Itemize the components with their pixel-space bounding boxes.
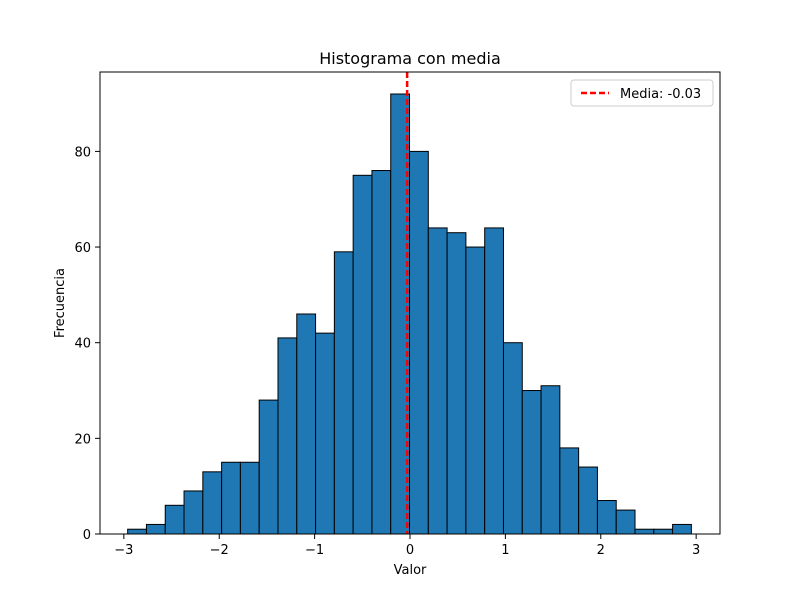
histogram-bar (540, 385, 561, 535)
legend: Media: -0.03 (570, 79, 714, 107)
x-axis-ticks: −3 −2 −1 0 1 2 3 (114, 534, 700, 558)
histogram-bar (615, 509, 636, 535)
x-axis-label: Valor (394, 563, 427, 578)
histogram-bar (352, 174, 373, 535)
histogram-bar (578, 466, 598, 535)
x-tick-label: −2 (210, 543, 229, 558)
y-tick-label: 80 (74, 145, 91, 160)
y-tick-label: 0 (83, 528, 91, 543)
legend-mean-label: Media: -0.03 (620, 87, 701, 102)
x-tick-label: 3 (692, 543, 700, 558)
bars-group (127, 93, 692, 535)
x-tick-label: 0 (406, 543, 414, 558)
histogram-bar (596, 500, 617, 535)
histogram-bar (239, 461, 260, 535)
histogram-bar (333, 251, 354, 535)
legend-box (570, 79, 714, 107)
histogram-bar (484, 227, 504, 535)
histogram-bar (277, 337, 298, 535)
histogram-bar (502, 342, 523, 535)
histogram-bar (427, 227, 448, 535)
x-tick-label: 1 (501, 543, 509, 558)
x-tick-label: −1 (305, 543, 324, 558)
histogram-bar (202, 471, 223, 535)
histogram-bar (183, 490, 204, 535)
histogram-bar (164, 504, 185, 535)
histogram-bar (672, 523, 692, 535)
histogram-bar (296, 313, 317, 535)
histogram-bar (634, 528, 655, 535)
histogram-bar (559, 447, 580, 535)
histogram-bar (371, 170, 392, 535)
histogram-bar (521, 390, 542, 535)
histogram-bar (409, 150, 429, 535)
y-axis-label: Frecuencia (53, 268, 68, 338)
histogram-bar (145, 523, 166, 535)
histogram-bar (221, 461, 241, 535)
x-tick-label: 2 (597, 543, 605, 558)
histogram-bar (465, 246, 486, 535)
histogram-bar (258, 399, 279, 535)
y-axis-ticks: 0 20 40 60 80 (74, 145, 100, 543)
histogram-bar (315, 332, 335, 535)
histogram-bar (653, 528, 674, 535)
histogram-bar (127, 528, 147, 535)
x-tick-label: −3 (114, 543, 133, 558)
histogram-bar (446, 232, 467, 535)
chart-title: Histograma con media (319, 49, 501, 68)
y-tick-label: 40 (74, 337, 91, 352)
y-tick-label: 20 (74, 432, 91, 447)
y-tick-label: 60 (74, 241, 91, 256)
